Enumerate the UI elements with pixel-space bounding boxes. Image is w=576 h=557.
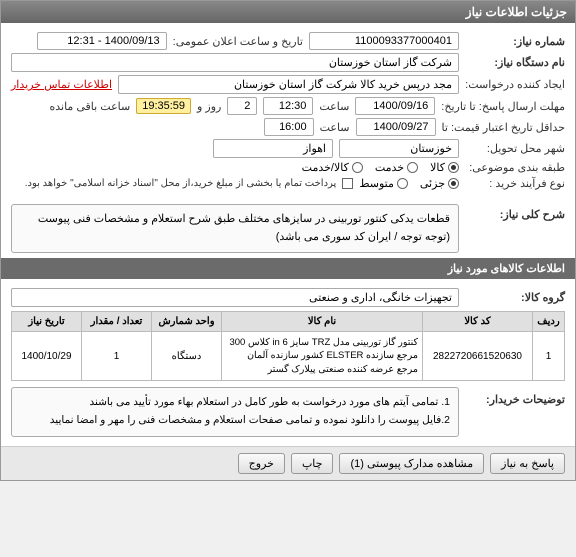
buyer-contact-link[interactable]: اطلاعات تماس خریدار bbox=[11, 78, 112, 91]
col-date: تاریخ نیاز bbox=[12, 312, 82, 332]
radio-both[interactable]: کالا/خدمت bbox=[302, 161, 363, 174]
cell-unit: دستگاه bbox=[152, 332, 222, 381]
days-value: 2 bbox=[227, 97, 257, 115]
deadline-label: مهلت ارسال پاسخ: تا تاریخ: bbox=[441, 100, 565, 113]
exit-button[interactable]: خروج bbox=[238, 453, 285, 474]
time-label-2: ساعت bbox=[320, 121, 350, 134]
col-name: نام کالا bbox=[222, 312, 423, 332]
process-radio-group: جزئی متوسط bbox=[359, 177, 459, 190]
process-label: نوع فرآیند خرید : bbox=[465, 177, 565, 190]
deadline-date: 1400/09/16 bbox=[355, 97, 435, 115]
print-button[interactable]: چاپ bbox=[291, 453, 334, 474]
radio-dot-icon bbox=[397, 178, 408, 189]
group-label: گروه کالا: bbox=[465, 291, 565, 304]
category-label: طبقه بندی موضوعی: bbox=[465, 161, 565, 174]
radio-low-label: جزئی bbox=[420, 177, 445, 190]
announce-value: 1400/09/13 - 12:31 bbox=[37, 32, 167, 50]
group-value: تجهیزات خانگی، اداری و صنعتی bbox=[11, 288, 459, 307]
time-label-1: ساعت bbox=[319, 100, 349, 113]
col-row: ردیف bbox=[533, 312, 565, 332]
radio-goods-label: کالا bbox=[430, 161, 445, 174]
radio-dot-icon bbox=[407, 162, 418, 173]
radio-service-label: خدمت bbox=[375, 161, 404, 174]
cell-code: 2822720661520630 bbox=[423, 332, 533, 381]
valid-date: 1400/09/27 bbox=[356, 118, 436, 136]
col-qty: تعداد / مقدار bbox=[82, 312, 152, 332]
radio-both-label: کالا/خدمت bbox=[302, 161, 349, 174]
note-line-2: 2.فایل پیوست را دانلود نموده و تمامی صفح… bbox=[20, 412, 450, 430]
deadline-time: 12:30 bbox=[263, 97, 313, 115]
radio-dot-icon bbox=[448, 178, 459, 189]
radio-mid-label: متوسط bbox=[359, 177, 394, 190]
creator-label: ایجاد کننده درخواست: bbox=[465, 78, 565, 91]
category-radio-group: کالا خدمت کالا/خدمت bbox=[302, 161, 459, 174]
cell-rownum: 1 bbox=[533, 332, 565, 381]
valid-time: 16:00 bbox=[264, 118, 314, 136]
cell-name: کنتور گاز توربینی مدل TRZ سایز 6 in کلاس… bbox=[222, 332, 423, 381]
window-title: جزئیات اطلاعات نیاز bbox=[1, 1, 575, 23]
org-value: شرکت گاز استان خوزستان bbox=[11, 53, 459, 72]
col-code: کد کالا bbox=[423, 312, 533, 332]
countdown-timer: 19:35:59 bbox=[136, 98, 191, 114]
radio-dot-icon bbox=[448, 162, 459, 173]
goods-section-header: اطلاعات کالاهای مورد نیاز bbox=[1, 258, 575, 279]
announce-label: تاریخ و ساعت اعلان عمومی: bbox=[173, 35, 303, 48]
creator-value: مجد درپس خرید کالا شرکت گاز استان خوزستا… bbox=[118, 75, 459, 94]
number-label: شماره نیاز: bbox=[465, 35, 565, 48]
attachments-button[interactable]: مشاهده مدارک پیوستی (1) bbox=[339, 453, 484, 474]
table-row[interactable]: 1 2822720661520630 کنتور گاز توربینی مدل… bbox=[12, 332, 565, 381]
cell-qty: 1 bbox=[82, 332, 152, 381]
col-unit: واحد شمارش bbox=[152, 312, 222, 332]
treasury-checkbox[interactable] bbox=[342, 178, 353, 189]
radio-dot-icon bbox=[352, 162, 363, 173]
radio-goods[interactable]: کالا bbox=[430, 161, 459, 174]
overview-label: شرح کلی نیاز: bbox=[465, 202, 565, 221]
days-label: روز و bbox=[197, 100, 221, 113]
city-value: اهواز bbox=[213, 139, 333, 158]
respond-button[interactable]: پاسخ به نیاز bbox=[490, 453, 565, 474]
province-label: شهر محل تحویل: bbox=[465, 142, 565, 155]
number-value: 1100093377000401 bbox=[309, 32, 459, 50]
cell-date: 1400/10/29 bbox=[12, 332, 82, 381]
note-line-1: 1. تمامی آیتم های مورد درخواست به طور کا… bbox=[20, 394, 450, 412]
remain-label: ساعت باقی مانده bbox=[49, 100, 130, 113]
radio-mid[interactable]: متوسط bbox=[359, 177, 408, 190]
province-value: خوزستان bbox=[339, 139, 459, 158]
org-label: نام دستگاه نیاز: bbox=[465, 56, 565, 69]
buyer-notes-label: توضیحات خریدار: bbox=[465, 387, 565, 406]
goods-table: ردیف کد کالا نام کالا واحد شمارش تعداد /… bbox=[11, 311, 565, 381]
radio-service[interactable]: خدمت bbox=[375, 161, 418, 174]
overview-text: قطعات یدکی کنتور توربینی در سایزهای مختل… bbox=[11, 204, 459, 253]
radio-low[interactable]: جزئی bbox=[420, 177, 459, 190]
valid-label: حداقل تاریخ اعتبار قیمت: تا bbox=[442, 121, 565, 134]
buyer-notes-box: 1. تمامی آیتم های مورد درخواست به طور کا… bbox=[11, 387, 459, 437]
partial-pay-text: پرداخت تمام یا بخشی از مبلغ خرید،از محل … bbox=[25, 178, 337, 189]
